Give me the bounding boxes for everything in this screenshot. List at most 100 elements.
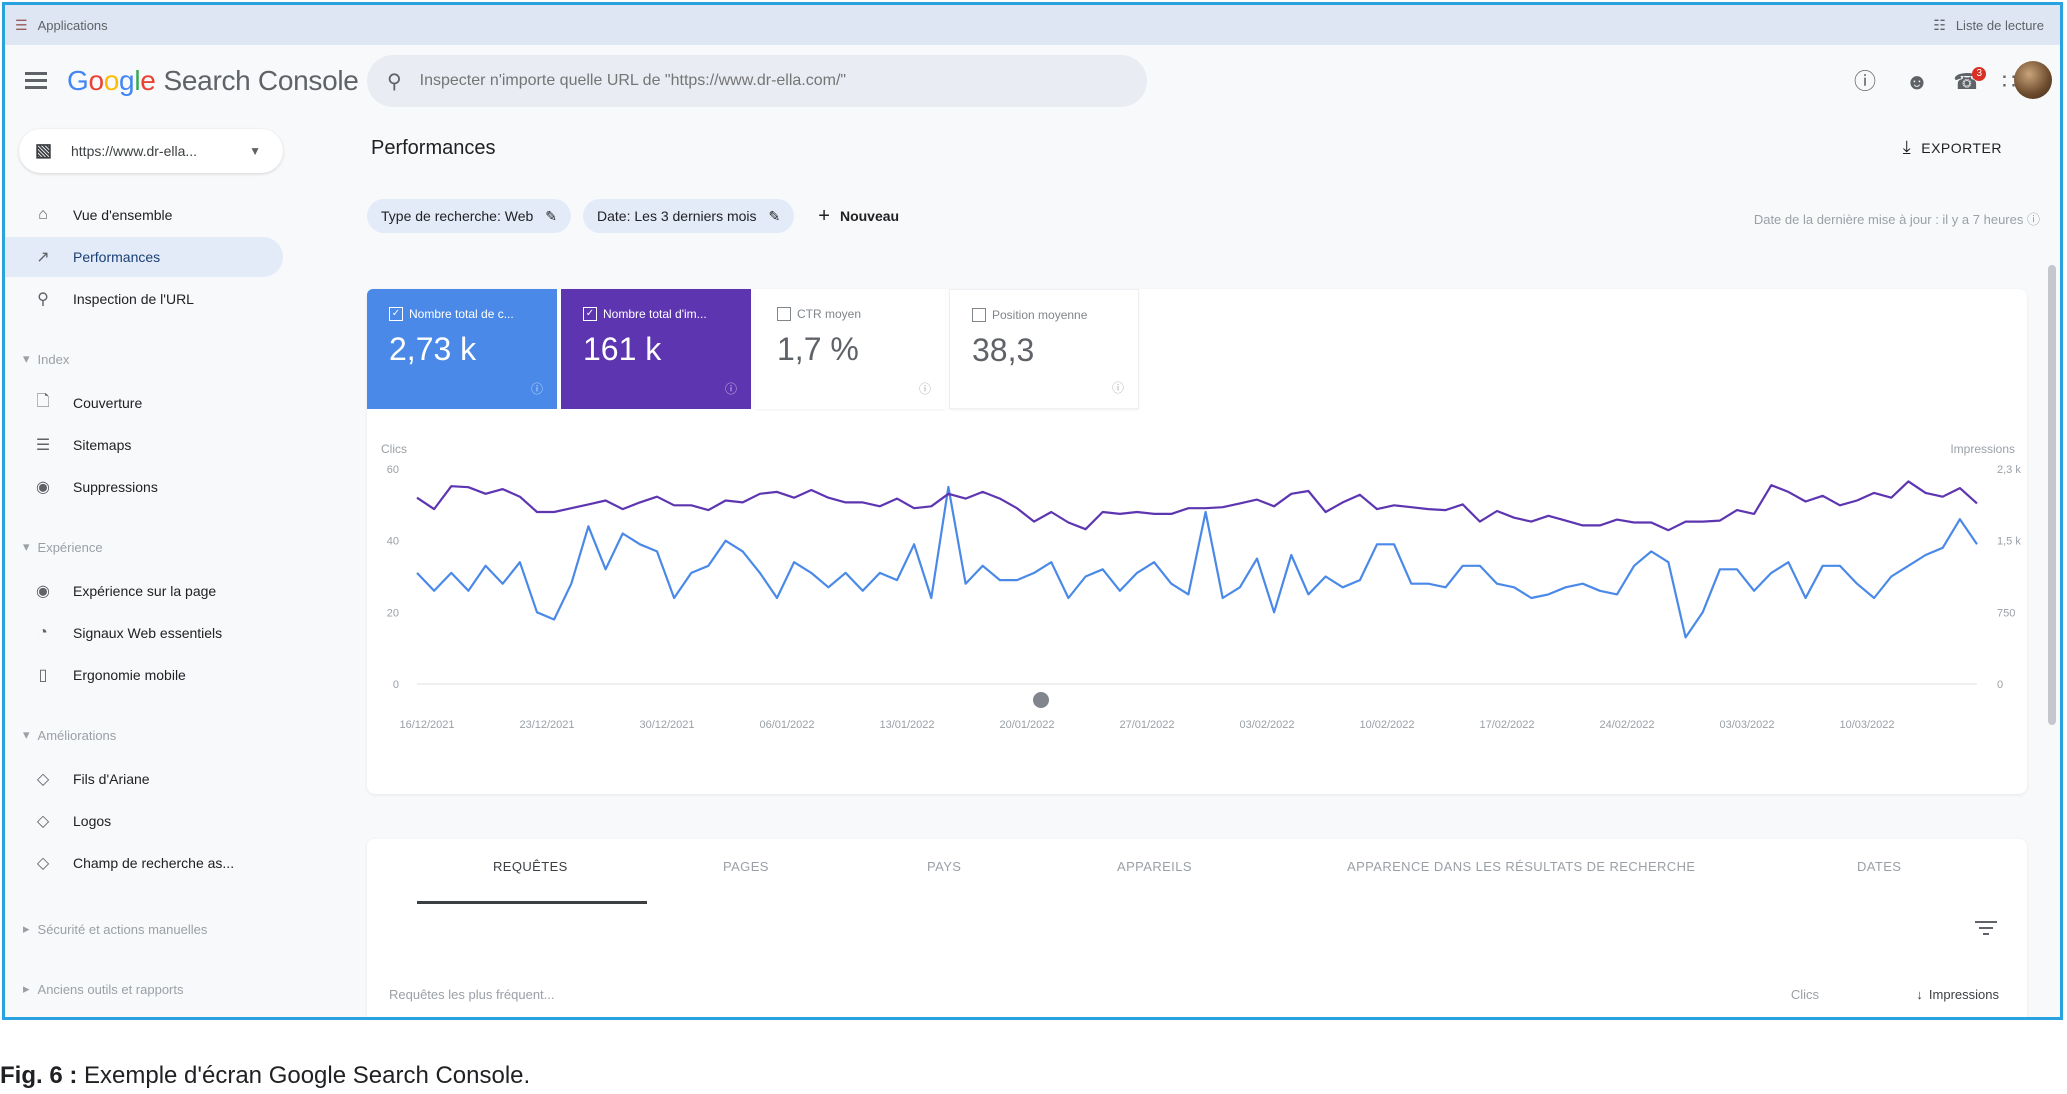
metric-value: 161 k xyxy=(583,331,662,367)
column-header-clicks[interactable]: Clics xyxy=(1790,987,1819,1002)
sidebar-item-page-experience[interactable]: ◉ Expérience sur la page xyxy=(5,571,283,611)
sidebar-item-sitemaps[interactable]: ☰ Sitemaps xyxy=(5,425,283,465)
section-enhancements[interactable]: ▾ Améliorations xyxy=(23,727,116,743)
help-icon[interactable]: ⓘ xyxy=(724,382,737,396)
sidebar-item-label: Sitemaps xyxy=(73,437,132,453)
url-inspection-search[interactable]: ⚲ xyxy=(367,55,1147,107)
caret-right-icon: ▸ xyxy=(23,981,30,996)
help-icon[interactable]: ⓘ xyxy=(530,382,543,396)
sidebar-item-performance[interactable]: ↗ Performances xyxy=(5,237,283,277)
logo-icon: ◇ xyxy=(36,813,50,830)
property-selector[interactable]: ▧ https://www.dr-ella... ▼ xyxy=(19,129,283,173)
tab-pages[interactable]: PAGES xyxy=(723,859,769,874)
performance-chart[interactable]: Clics Impressions 60 40 20 0 2,3 k 1,5 k 750 0 16/… xyxy=(367,429,2027,789)
checkbox-checked[interactable]: ✓ xyxy=(583,307,597,321)
help-icon[interactable]: ⓘ xyxy=(1111,381,1124,395)
sidebar-item-logos[interactable]: ◇ Logos xyxy=(5,801,283,841)
tab-search-appearance[interactable]: APPARENCE DANS LES RÉSULTATS DE RECHERCH… xyxy=(1347,859,1696,874)
column-header-queries[interactable]: Requêtes les plus fréquent... xyxy=(389,987,555,1002)
checkbox-unchecked[interactable] xyxy=(972,308,986,322)
sidebar-item-core-web-vitals[interactable]: ◔ Signaux Web essentiels xyxy=(5,613,283,653)
x-tick-label: 20/01/2022 xyxy=(999,719,1054,731)
y-tick-label: 20 xyxy=(387,607,399,619)
help-icon[interactable]: ⓘ xyxy=(918,382,931,396)
sidebar-item-label: Suppressions xyxy=(73,479,158,495)
metric-ctr[interactable]: CTR moyen 1,7 % ⓘ xyxy=(755,289,945,409)
users-icon[interactable]: ☻ xyxy=(1905,69,1929,94)
search-input[interactable] xyxy=(417,71,1102,91)
chip-label: Date: Les 3 derniers mois xyxy=(597,208,757,224)
x-tick-label: 03/03/2022 xyxy=(1719,719,1774,731)
export-button[interactable]: ⤓ EXPORTER xyxy=(1903,137,2002,158)
sidebar-item-label: Expérience sur la page xyxy=(73,583,217,599)
download-icon: ⤓ xyxy=(1902,137,1912,157)
edit-icon[interactable]: ✎ xyxy=(545,207,558,224)
metric-label: Nombre total d'im... xyxy=(603,307,707,321)
sidebar-item-mobile-usability[interactable]: ▯ Ergonomie mobile xyxy=(5,655,283,695)
section-title: Expérience xyxy=(37,539,103,555)
sidebar-item-removals[interactable]: ◉ Suppressions xyxy=(5,467,283,507)
apps-grid-icon: ☰ xyxy=(15,16,28,33)
figure-caption: Fig. 6 : Exemple d'écran Google Search C… xyxy=(0,1062,530,1090)
y2-tick-label: 1,5 k xyxy=(1997,536,2021,548)
tab-devices[interactable]: APPAREILS xyxy=(1117,859,1192,874)
sidebar: ▧ https://www.dr-ella... ▼ ⌂ Vue d'ensem… xyxy=(5,119,295,1017)
x-tick-label: 06/01/2022 xyxy=(759,719,814,731)
y2-tick-label: 2,3 k xyxy=(1997,464,2021,476)
apps-grid-icon[interactable]: ∷ xyxy=(2002,69,2016,94)
new-filter-label: Nouveau xyxy=(839,208,900,224)
avatar[interactable] xyxy=(2014,61,2052,99)
metric-impressions[interactable]: ✓ Nombre total d'im... 161 k ⓘ xyxy=(561,289,751,409)
hamburger-menu-icon[interactable] xyxy=(25,72,47,90)
checkbox-unchecked[interactable] xyxy=(777,307,791,321)
property-icon: ▧ xyxy=(35,140,53,160)
help-icon[interactable]: ⓘ xyxy=(2026,212,2040,227)
product-logo[interactable]: Google Search Console xyxy=(67,65,359,96)
main-content: Performances ⤓ EXPORTER Type de recherch… xyxy=(367,119,2060,1017)
help-icon[interactable]: ⓘ xyxy=(1853,69,1876,94)
browser-frame: ☰ Applications ☷ Liste de lecture Google… xyxy=(2,2,2063,1020)
sidebar-item-breadcrumbs[interactable]: ◇ Fils d'Ariane xyxy=(5,759,283,799)
sitemap-icon: ☰ xyxy=(35,437,51,454)
new-filter-button[interactable]: + Nouveau xyxy=(818,205,899,228)
performance-card: ✓ Nombre total de c... 2,73 k ⓘ ✓ Nombre t… xyxy=(367,289,2027,794)
section-index[interactable]: ▾ Index xyxy=(23,351,69,367)
metric-clicks[interactable]: ✓ Nombre total de c... 2,73 k ⓘ xyxy=(367,289,557,409)
section-title: Sécurité et actions manuelles xyxy=(37,921,208,937)
tab-dates[interactable]: DATES xyxy=(1857,859,1902,874)
metric-position[interactable]: Position moyenne 38,3 ⓘ xyxy=(949,289,1139,409)
metric-value: 1,7 % xyxy=(777,331,859,367)
section-security[interactable]: ▸ Sécurité et actions manuelles xyxy=(23,921,207,937)
sidebar-item-coverage[interactable]: 🗋 Couverture xyxy=(5,383,283,423)
y2-tick-label: 0 xyxy=(1997,679,2003,691)
tab-queries[interactable]: REQUÊTES xyxy=(493,859,568,874)
notifications-icon[interactable]: ☎ 3 xyxy=(1950,65,1986,99)
section-experience[interactable]: ▾ Expérience xyxy=(23,539,103,555)
y-tick-label: 0 xyxy=(393,679,399,691)
sidebar-item-url-inspection[interactable]: ⚲ Inspection de l'URL xyxy=(5,279,283,319)
checkbox-checked[interactable]: ✓ xyxy=(389,307,403,321)
scrollbar[interactable] xyxy=(2048,265,2056,725)
apps-label: Applications xyxy=(37,17,108,33)
x-tick-label: 10/02/2022 xyxy=(1359,719,1414,731)
reading-list[interactable]: ☷ Liste de lecture xyxy=(1933,17,2044,34)
search-icon: ⚲ xyxy=(37,291,49,308)
apps-shortcut[interactable]: ☰ Applications xyxy=(15,17,108,34)
sidebar-item-label: Logos xyxy=(73,813,112,829)
last-update-text: Date de la dernière mise à jour : il y a… xyxy=(1753,212,2024,227)
filter-icon[interactable] xyxy=(1975,921,1997,937)
edit-icon[interactable]: ✎ xyxy=(768,207,781,224)
chip-search-type[interactable]: Type de recherche: Web ✎ xyxy=(367,199,572,233)
tab-countries[interactable]: PAYS xyxy=(927,859,962,874)
gauge-icon: ◔ xyxy=(38,624,48,641)
section-legacy-tools[interactable]: ▸ Anciens outils et rapports xyxy=(23,981,184,997)
reading-list-icon: ☷ xyxy=(1933,16,1946,33)
chip-date[interactable]: Date: Les 3 derniers mois ✎ xyxy=(583,199,795,233)
x-tick-label: 10/03/2022 xyxy=(1839,719,1894,731)
sidebar-item-overview[interactable]: ⌂ Vue d'ensemble xyxy=(5,195,283,235)
series-line-impressions xyxy=(416,480,1978,532)
sidebar-item-sitelinks-searchbox[interactable]: ◇ Champ de recherche as... xyxy=(5,843,283,883)
dimension-tabs-card: REQUÊTES PAGES PAYS APPAREILS APPARENCE … xyxy=(367,839,2027,1017)
column-header-impressions[interactable]: ↓ Impressions xyxy=(1916,987,1999,1002)
